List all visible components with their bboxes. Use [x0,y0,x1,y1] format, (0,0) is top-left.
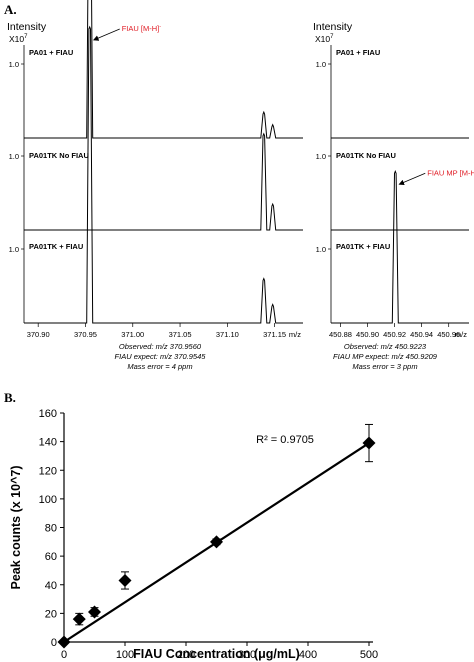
r-squared-label: R² = 0.9705 [256,434,314,446]
x-axis-unit: m/z [455,330,467,339]
x-tick-label: 371.00 [121,330,144,339]
y-tick-label: 120 [39,465,57,477]
panel-a-label: A. [4,2,17,17]
x-tick-label: 371.05 [169,330,192,339]
peak-annotation-sup: - [159,24,161,30]
spectrum-trace [24,0,303,139]
x-tick-label: 300 [238,649,256,661]
x-tick-label: 450.88 [329,330,352,339]
y-tick-label: 0 [51,637,57,649]
scale-exponent: 7 [330,34,334,40]
caption-line: Observed: m/z 450.9223 [344,342,427,351]
caption-line: Observed: m/z 370.9560 [119,342,202,351]
x-tick-label: 450.92 [383,330,406,339]
y-tick-label: 1.0 [9,60,19,69]
x-tick-label: 450.94 [410,330,433,339]
trace-title: PA01 + FIAU [29,48,73,57]
x-tick-label: 450.90 [356,330,379,339]
x-tick-label: 200 [177,649,195,661]
x-tick-label: 370.95 [74,330,97,339]
y-tick-label: 80 [45,523,57,535]
panel-b-label: B. [4,390,16,405]
spectrum-trace [24,132,303,231]
scale-factor-label: X107 [9,34,28,44]
caption-line: FIAU expect: m/z 370.9545 [115,352,207,361]
y-tick-label: 1.0 [9,152,19,161]
x-tick-label: 400 [299,649,317,661]
trace-title: PA01TK + FIAU [29,242,83,251]
y-tick-label: 140 [39,437,57,449]
trace-title: PA01TK + FIAU [336,242,390,251]
x-tick-label: 500 [360,649,378,661]
scale-exponent: 7 [24,34,28,40]
y-tick-label: 100 [39,494,57,506]
y-tick-label: 60 [45,551,57,563]
x-tick-label: 371.15 [263,330,286,339]
spectrum-trace [24,25,303,324]
x-axis-title: FIAU Concentration (μg/mL) [133,647,300,661]
caption-line: Mass error = 3 ppm [352,362,417,371]
x-axis-unit: m/z [289,330,301,339]
caption-line: Mass error = 4 ppm [127,362,192,371]
intensity-label: Intensity [313,21,353,33]
trace-title: PA01 + FIAU [336,48,380,57]
spectrum-trace [331,169,469,324]
x-tick-label: 450.96 [437,330,460,339]
trace-title: PA01TK No FIAU [29,151,89,160]
annotation-arrow [92,28,120,41]
data-point [210,535,223,549]
y-tick-label: 1.0 [316,60,326,69]
data-point [88,605,101,619]
calibration-chart: 0 20 40 60 80 100 120 140 160 0 100 200 300 400 500 FIA… [9,408,378,661]
peak-annotation: FIAU [M-H]- [122,24,161,33]
data-point [72,612,86,626]
data-point [118,573,132,587]
y-tick-label: 1.0 [316,245,326,254]
y-tick-label: 1.0 [316,152,326,161]
scale-factor-label: X107 [315,34,334,44]
y-tick-label: 40 [45,580,57,592]
y-axis-title: Peak counts (x 10^7) [9,465,23,589]
annotation-arrow [398,172,426,186]
y-tick-label: 20 [45,608,57,620]
peak-annotation: FIAU MP [M-H]- [427,168,474,177]
x-tick-label: 100 [116,649,134,661]
intensity-label: Intensity [7,21,47,33]
x-tick-label: 0 [61,649,67,661]
data-point [57,635,71,649]
x-tick-label: 371.10 [216,330,239,339]
trace-title: PA01TK No FIAU [336,151,396,160]
caption-line: FIAU MP expect: m/z 450.9209 [333,352,438,361]
y-tick-label: 1.0 [9,245,19,254]
x-tick-label: 370.90 [27,330,50,339]
y-tick-label: 160 [39,408,57,420]
data-point [362,436,376,450]
